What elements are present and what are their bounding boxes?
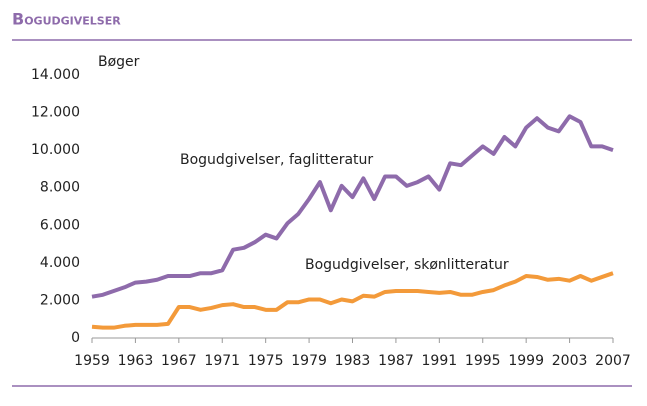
series-label: Bogudgivelser, faglitteratur: [180, 152, 373, 168]
y-tick-label: 6.000: [40, 217, 80, 233]
x-tick-label: 1983: [335, 353, 371, 369]
y-tick-label: 8.000: [40, 180, 80, 196]
series-line: [91, 114, 614, 299]
x-tick-label: 1967: [161, 353, 197, 369]
y-tick-label: 10.000: [31, 142, 80, 158]
x-tick-label: 1991: [422, 353, 458, 369]
x-tick-label: 1987: [378, 353, 414, 369]
x-tick-label: 1971: [204, 353, 240, 369]
x-tick-label: 1995: [465, 353, 501, 369]
y-tick-label: 0: [71, 330, 80, 346]
y-axis-label: Bøger: [98, 54, 140, 70]
x-tick-label: 1979: [291, 353, 327, 369]
series-line: [91, 271, 614, 330]
y-tick-label: 4.000: [40, 255, 80, 271]
series-label: Bogudgivelser, skønlitteratur: [305, 257, 509, 273]
x-tick-label: 2007: [595, 353, 631, 369]
x-tick-label: 1975: [248, 353, 284, 369]
y-tick-label: 14.000: [31, 67, 80, 83]
x-tick-label: 1959: [74, 353, 110, 369]
chart-title: Bogudgivelser: [12, 10, 121, 29]
y-tick-label: 12.000: [31, 105, 80, 121]
x-tick-label: 2003: [552, 353, 588, 369]
y-tick-label: 2.000: [40, 292, 80, 308]
x-tick-label: 1999: [508, 353, 544, 369]
x-tick-label: 1963: [118, 353, 154, 369]
